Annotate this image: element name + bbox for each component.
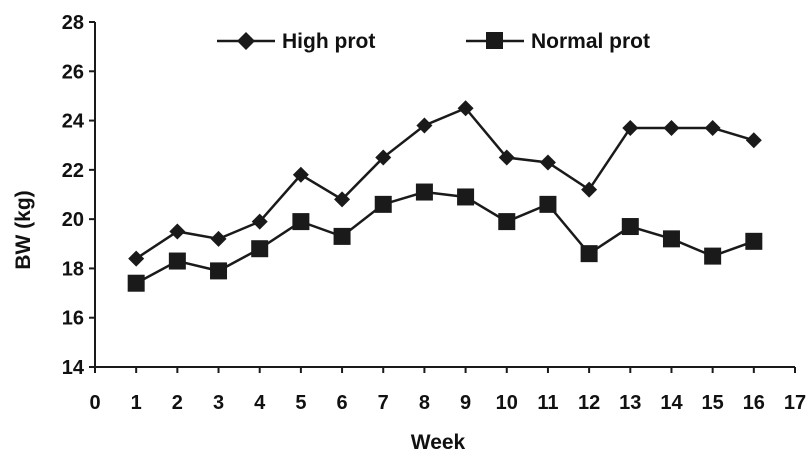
data-point-high-prot bbox=[704, 119, 721, 136]
data-point-high-prot bbox=[169, 223, 186, 240]
legend-marker-square bbox=[486, 32, 503, 49]
y-tick-label: 18 bbox=[62, 258, 84, 280]
series-layer bbox=[127, 100, 763, 292]
x-tick-label: 2 bbox=[172, 392, 183, 414]
data-point-normal-prot bbox=[745, 232, 763, 250]
data-point-normal-prot bbox=[498, 213, 516, 231]
data-point-normal-prot bbox=[457, 188, 475, 206]
data-point-normal-prot bbox=[168, 252, 186, 270]
data-point-normal-prot bbox=[662, 230, 680, 248]
y-tick-label: 16 bbox=[62, 308, 84, 330]
data-point-high-prot bbox=[581, 181, 598, 198]
data-point-high-prot bbox=[539, 154, 556, 171]
data-point-high-prot bbox=[334, 191, 351, 208]
x-tick-label: 17 bbox=[784, 392, 806, 414]
data-point-normal-prot bbox=[251, 240, 269, 258]
axes bbox=[94, 22, 795, 368]
x-tick-label: 9 bbox=[460, 392, 471, 414]
data-point-normal-prot bbox=[127, 274, 145, 292]
x-tick-label: 1 bbox=[131, 392, 142, 414]
data-point-high-prot bbox=[745, 132, 762, 149]
data-point-normal-prot bbox=[621, 218, 639, 236]
series-normal-prot bbox=[127, 183, 763, 292]
x-tick-label: 6 bbox=[336, 392, 347, 414]
data-point-high-prot bbox=[251, 213, 268, 230]
x-tick-label: 3 bbox=[213, 392, 224, 414]
data-point-normal-prot bbox=[580, 245, 598, 263]
series-line-normal-prot bbox=[135, 190, 755, 285]
y-tick-label: 22 bbox=[62, 160, 84, 182]
x-tick-label: 15 bbox=[702, 392, 724, 414]
data-point-high-prot bbox=[292, 166, 309, 183]
legend-label-high-prot: High prot bbox=[282, 30, 375, 53]
y-tick-label: 20 bbox=[62, 209, 84, 231]
x-tick-label: 8 bbox=[419, 392, 430, 414]
data-point-high-prot bbox=[622, 119, 639, 136]
data-point-normal-prot bbox=[415, 183, 433, 201]
y-tick-label: 14 bbox=[62, 357, 85, 379]
data-point-high-prot bbox=[663, 119, 680, 136]
x-tick-label: 13 bbox=[619, 392, 641, 414]
data-point-normal-prot bbox=[374, 195, 392, 213]
x-axis-title: Week bbox=[411, 431, 466, 454]
legend-label-normal-prot: Normal prot bbox=[531, 30, 650, 53]
data-point-high-prot bbox=[375, 149, 392, 166]
x-tick-label: 11 bbox=[537, 392, 558, 414]
legend-item-normal-prot: Normal prot bbox=[466, 30, 650, 53]
x-tick-label: 12 bbox=[578, 392, 600, 414]
legend-item-high-prot: High prot bbox=[217, 30, 375, 53]
series-high-prot bbox=[128, 100, 762, 267]
data-point-normal-prot bbox=[292, 213, 310, 231]
x-tick-label: 7 bbox=[378, 392, 389, 414]
y-tick-label: 24 bbox=[62, 111, 85, 133]
x-tick-label: 0 bbox=[89, 392, 100, 414]
x-tick-label: 4 bbox=[254, 392, 266, 414]
data-point-normal-prot bbox=[210, 262, 228, 280]
data-point-high-prot bbox=[457, 100, 474, 117]
x-axis-ticks: 0 1 2 3 4 5 6 7 8 9 10 11 12 13 14 15 16 17 bbox=[89, 367, 806, 414]
data-point-normal-prot bbox=[539, 195, 557, 213]
legend: High prot Normal prot bbox=[217, 30, 650, 53]
x-tick-label: 5 bbox=[295, 392, 306, 414]
data-point-high-prot bbox=[210, 230, 227, 247]
data-point-normal-prot bbox=[704, 247, 722, 265]
series-line-high-prot bbox=[135, 106, 755, 260]
data-point-high-prot bbox=[128, 250, 145, 267]
x-tick-label: 16 bbox=[743, 392, 765, 414]
y-tick-label: 26 bbox=[62, 61, 84, 83]
y-axis-ticks: 14 16 18 20 22 24 26 28 bbox=[62, 12, 95, 379]
data-point-high-prot bbox=[416, 117, 433, 134]
data-point-high-prot bbox=[498, 149, 515, 166]
x-tick-label: 10 bbox=[496, 392, 518, 414]
legend-marker-diamond bbox=[237, 32, 255, 50]
y-axis-title: BW (kg) bbox=[12, 190, 35, 269]
y-tick-label: 28 bbox=[62, 12, 84, 34]
data-point-normal-prot bbox=[333, 227, 351, 245]
x-tick-label: 14 bbox=[660, 392, 683, 414]
